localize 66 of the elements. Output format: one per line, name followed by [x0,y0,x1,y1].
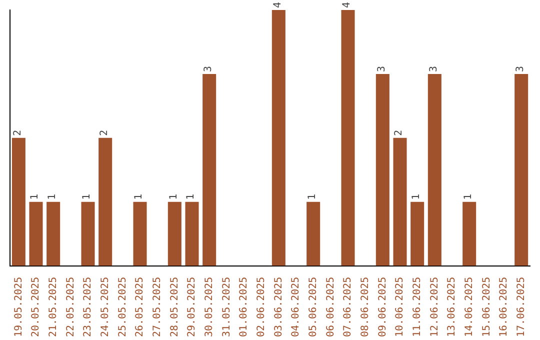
bar [393,138,407,266]
bar [341,10,355,266]
bar [272,10,286,266]
bar [306,202,320,266]
x-tick-label: 12.06.2025 [429,276,440,338]
data-label: 1 [306,194,318,200]
x-tick-label: 27.05.2025 [152,276,163,338]
x-tick-label: 14.06.2025 [464,276,475,338]
bar [514,74,528,266]
data-label: 4 [342,2,353,8]
data-label: 1 [82,194,93,200]
data-label: 3 [428,66,440,72]
x-tick-label: 19.05.2025 [13,276,24,338]
data-label: 2 [98,130,110,136]
bar [133,202,147,266]
data-label: 2 [394,130,405,136]
x-tick-label: 10.06.2025 [394,276,406,338]
bar [202,74,216,266]
x-tick-label: 13.06.2025 [446,276,458,338]
x-tick-label: 24.05.2025 [100,276,111,338]
bar [12,138,26,266]
data-label: 3 [376,66,388,72]
data-label: 3 [514,66,526,72]
data-label: 1 [410,194,422,200]
bar [462,202,476,266]
bar [410,202,424,266]
x-tick-label: 03.06.2025 [273,276,284,338]
data-label: 1 [30,194,41,200]
bar [29,202,43,266]
data-label: 1 [462,194,474,200]
x-tick-label: 16.06.2025 [498,276,510,338]
bar [428,74,442,266]
x-tick-label: 31.05.2025 [221,276,232,338]
bar [376,74,390,266]
x-tick-label: 26.05.2025 [134,276,146,338]
x-tick-label: 28.05.2025 [169,276,180,338]
x-tick-label: 22.05.2025 [65,276,76,338]
x-tick-label: 07.06.2025 [342,276,354,338]
x-tick-label: 01.06.2025 [238,276,250,338]
data-label: 1 [186,194,197,200]
x-tick-label: 15.06.2025 [481,276,492,338]
x-tick-label: 23.05.2025 [82,276,94,338]
x-tick-label: 09.06.2025 [377,276,388,338]
bar [81,202,95,266]
x-tick-label: 04.06.2025 [290,276,302,338]
bar [98,138,112,266]
x-tick-label: 29.05.2025 [186,276,198,338]
x-tick-label: 30.05.2025 [204,276,215,338]
x-tick-label: 08.06.2025 [360,276,371,338]
data-label: 4 [272,2,284,8]
data-label: 3 [202,66,214,72]
x-tick-label: 02.06.2025 [256,276,267,338]
bar [185,202,199,266]
data-label: 2 [12,130,24,136]
data-label: 1 [134,194,145,200]
x-tick-label: 25.05.2025 [117,276,128,338]
x-tick-label: 11.06.2025 [412,276,423,338]
x-tick-label: 20.05.2025 [30,276,42,338]
x-tick-label: 21.05.2025 [48,276,59,338]
data-label: 1 [168,194,180,200]
x-tick-label: 05.06.2025 [308,276,319,338]
x-tick-label: 06.06.2025 [325,276,336,338]
data-label: 1 [46,194,58,200]
bar [46,202,60,266]
bar [168,202,182,266]
x-tick-label: 17.06.2025 [516,276,527,338]
